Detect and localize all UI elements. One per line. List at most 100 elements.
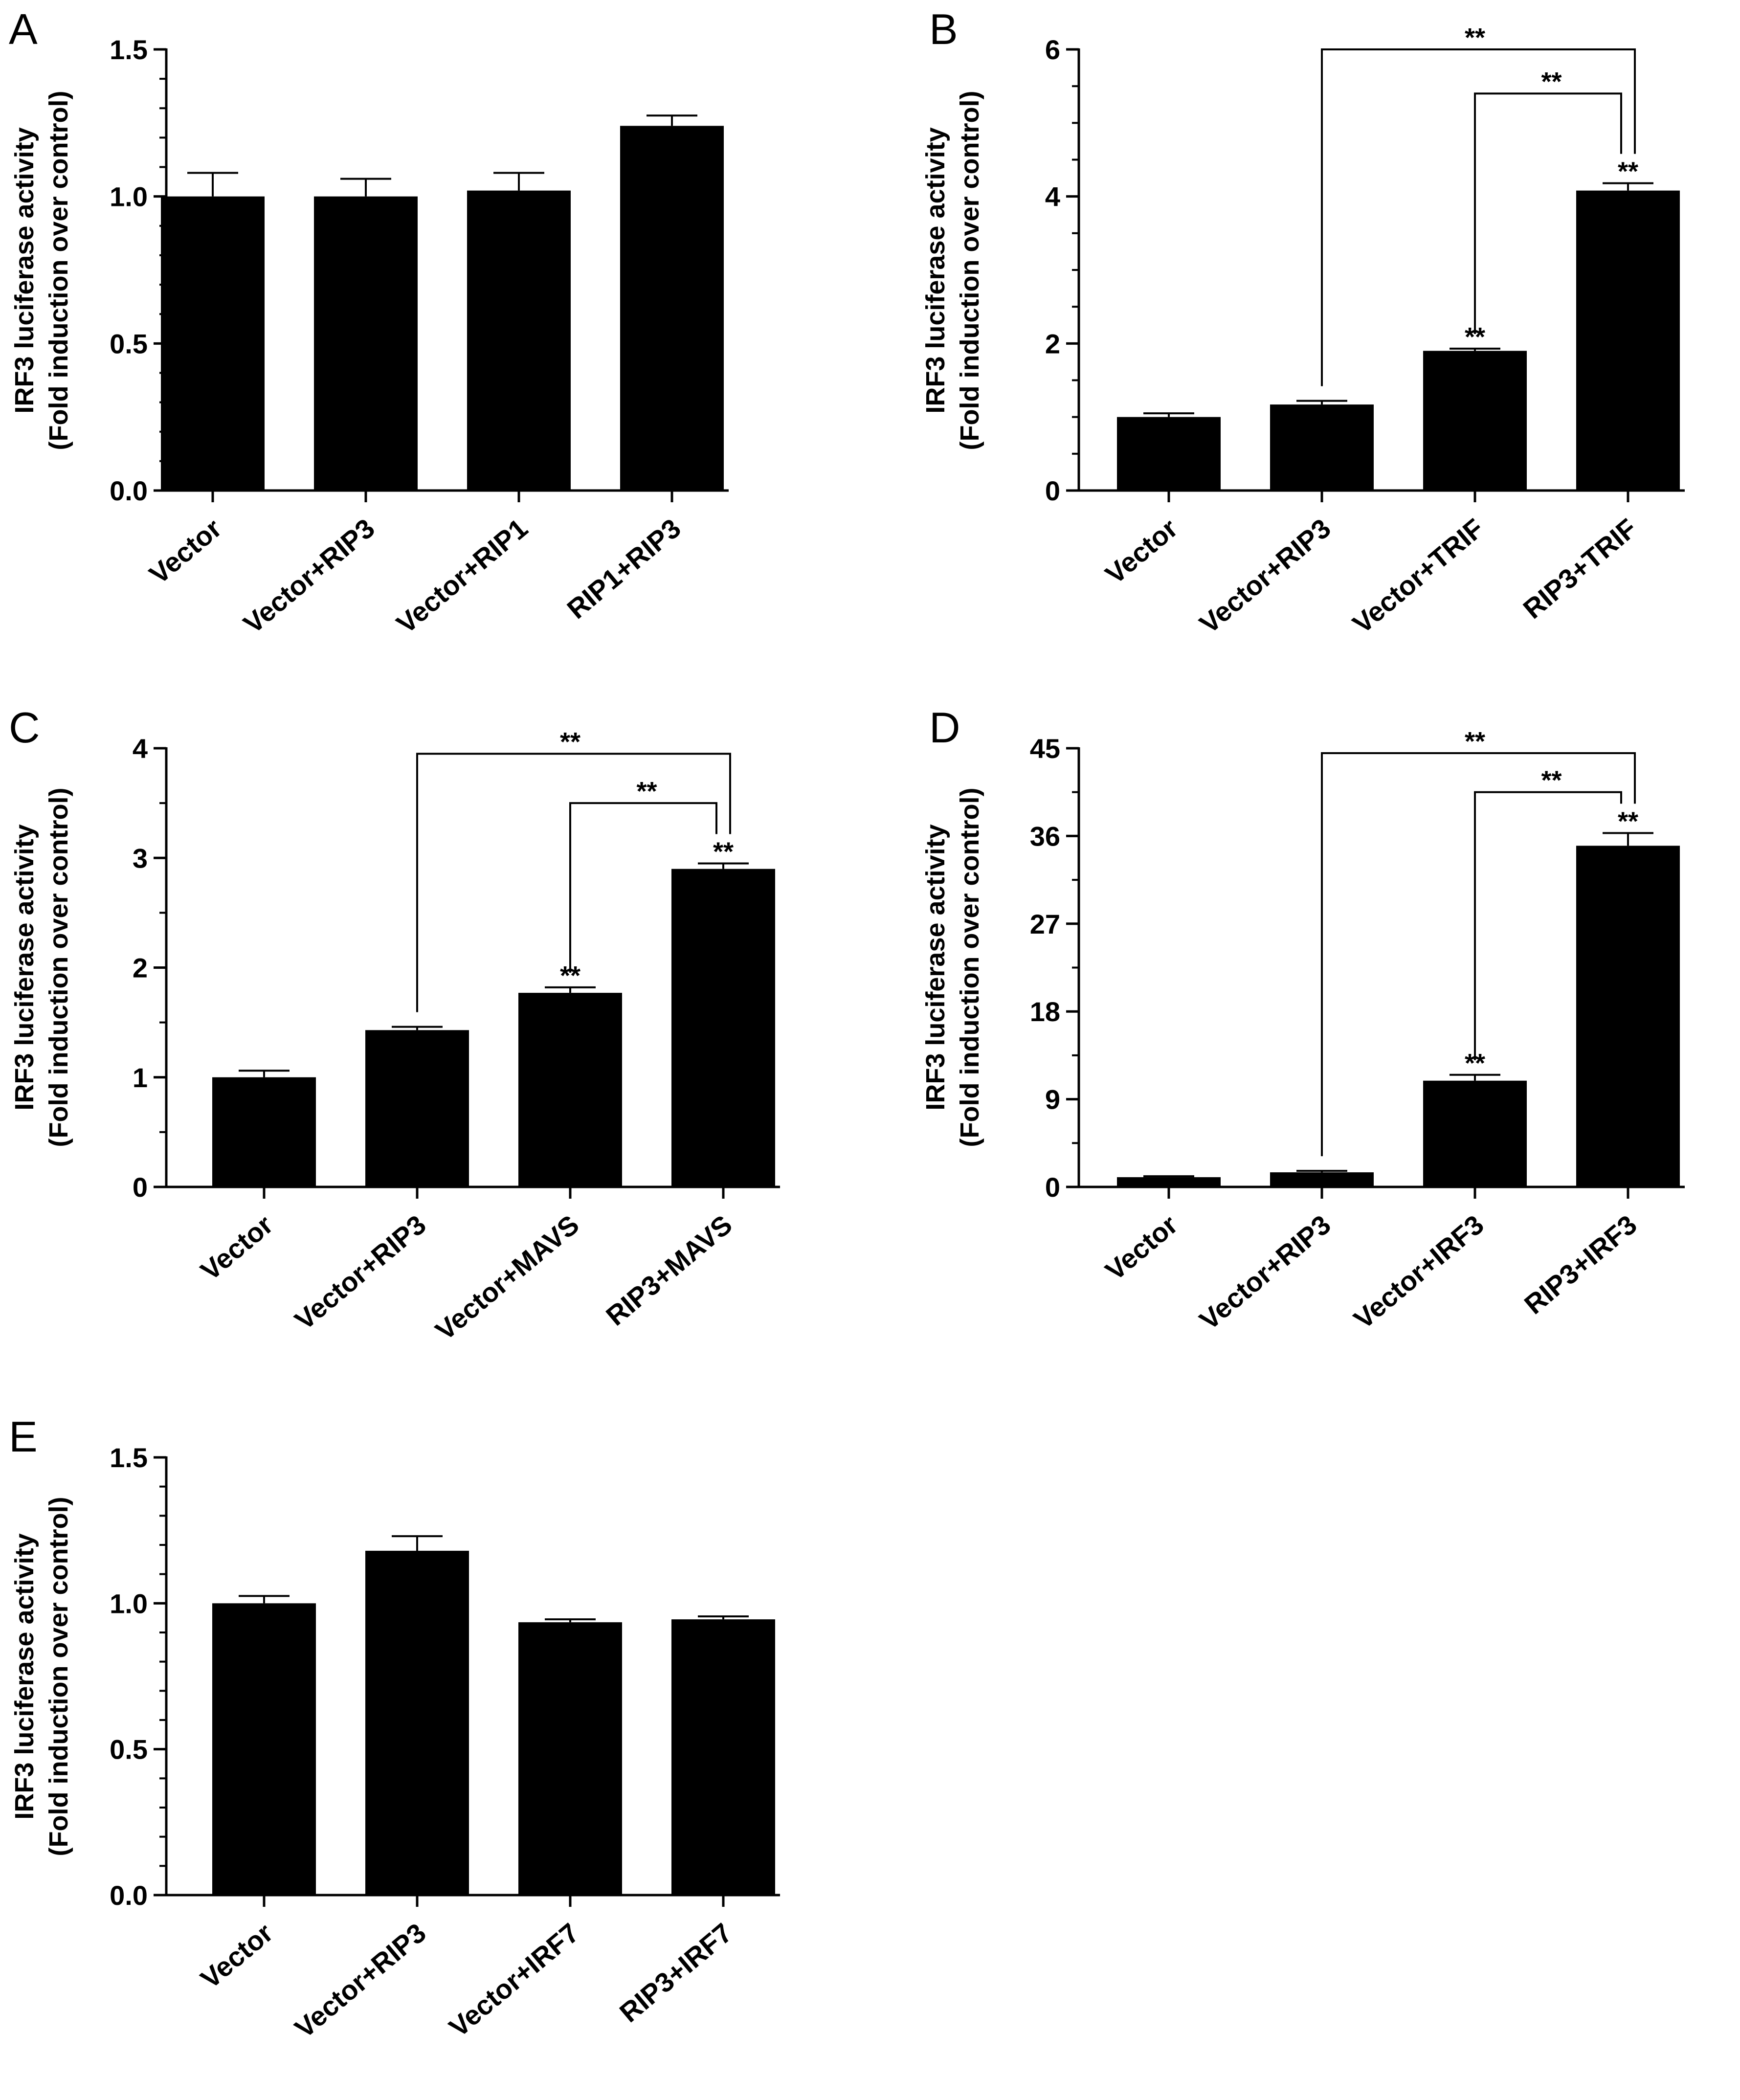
panel-letter: B (929, 5, 958, 53)
y-tick-label: 0 (133, 1172, 148, 1203)
y-tick-label: 0.0 (110, 475, 148, 506)
y-axis-label-line-1: IRF3 luciferase activity (10, 1533, 39, 1819)
bar (1117, 417, 1221, 491)
y-tick-label: 6 (1045, 34, 1060, 65)
y-tick-label: 1 (133, 1062, 148, 1093)
bar (1270, 1172, 1374, 1187)
y-tick-label: 2 (1045, 328, 1060, 359)
chart-panel-b: B IRF3 luciferase activity (Fold induction… (921, 5, 1685, 639)
y-tick-label: 3 (133, 843, 148, 873)
y-tick-label: 0.0 (110, 1880, 148, 1911)
x-tick-label: Vector+RIP3 (1194, 513, 1337, 639)
x-tick-label: Vector+RIP3 (238, 513, 380, 639)
significance-bracket (1321, 752, 1636, 1157)
chart-panel-a: A IRF3 luciferase activity (Fold induction… (9, 5, 729, 639)
x-tick-label: RIP3+IRF7 (614, 1917, 738, 2028)
y-tick-label: 45 (1030, 733, 1060, 764)
x-tick-label: RIP1+RIP3 (561, 513, 686, 625)
bar (212, 1077, 316, 1187)
x-tick-label: Vector (195, 1917, 279, 1994)
y-tick-label: 27 (1030, 909, 1060, 939)
x-tick-label: Vector+TRIF (1347, 513, 1490, 639)
panel-letter: C (9, 703, 40, 752)
bar (1117, 1177, 1221, 1187)
bracket-star: ** (1465, 23, 1485, 52)
y-tick-label: 1.5 (110, 34, 148, 65)
significance-bracket (416, 753, 731, 1012)
y-tick-label: 4 (1045, 181, 1060, 212)
panel-letter: D (929, 703, 960, 752)
y-tick-label: 18 (1030, 996, 1060, 1027)
y-axis-label: IRF3 luciferase activity (Fold induction … (10, 91, 73, 450)
bar (1576, 190, 1680, 491)
x-tick-label: RIP3+IRF3 (1518, 1209, 1643, 1320)
significance-bracket (1474, 791, 1622, 1060)
chart-panel-c: C IRF3 luciferase activity (Fold induction… (9, 703, 780, 1346)
chart-panel-e: E IRF3 luciferase activity (Fold induction… (9, 1412, 780, 2044)
y-axis-label-line-1: IRF3 luciferase activity (921, 127, 950, 413)
y-tick-label: 4 (133, 733, 148, 764)
x-tick-label: Vector+IRF3 (1348, 1209, 1490, 1335)
bar (212, 1603, 316, 1895)
bracket-star: ** (560, 727, 580, 757)
x-tick-label: Vector (1099, 1209, 1183, 1286)
y-axis-label-line-2: (Fold induction over control) (955, 788, 984, 1147)
panel-letter: E (9, 1412, 38, 1461)
bracket-star: ** (1541, 67, 1562, 96)
y-tick-label: 0 (1045, 1172, 1060, 1203)
y-tick-label: 1.5 (110, 1442, 148, 1473)
significance-star: ** (713, 837, 734, 866)
y-axis-label: IRF3 luciferase activity (Fold induction … (10, 788, 73, 1147)
x-tick-label: Vector+RIP3 (289, 1209, 432, 1336)
bracket-star: ** (1465, 727, 1485, 756)
y-axis-label-line-2: (Fold induction over control) (955, 91, 984, 450)
bar (518, 1622, 622, 1895)
y-tick-label: 0 (1045, 475, 1060, 506)
x-tick-label: RIP3+TRIF (1517, 513, 1642, 625)
bar (671, 1619, 775, 1895)
significance-star: ** (1618, 157, 1638, 186)
y-tick-label: 2 (133, 953, 148, 983)
y-tick-label: 9 (1045, 1084, 1060, 1115)
x-tick-label: Vector+MAVS (429, 1209, 584, 1346)
y-axis-label-line-2: (Fold induction over control) (44, 91, 73, 450)
panel-letter: A (9, 5, 38, 53)
x-tick-label: Vector+RIP3 (289, 1917, 432, 2044)
bar (1423, 351, 1527, 491)
x-tick-label: Vector+RIP1 (391, 513, 534, 639)
x-tick-label: Vector+RIP3 (1194, 1209, 1337, 1336)
bar (467, 190, 571, 491)
y-axis-label-line-1: IRF3 luciferase activity (10, 824, 39, 1110)
bracket-star: ** (1541, 766, 1562, 795)
significance-bracket (569, 802, 717, 973)
y-axis-label: IRF3 luciferase activity (Fold induction … (921, 91, 984, 450)
bar (365, 1550, 469, 1895)
significance-bracket (1321, 48, 1636, 386)
y-tick-label: 0.5 (110, 1734, 148, 1765)
y-tick-label: 36 (1030, 821, 1060, 851)
y-axis-label: IRF3 luciferase activity (Fold induction … (921, 788, 984, 1147)
significance-bracket (1474, 92, 1622, 334)
x-tick-label: Vector+IRF7 (443, 1917, 585, 2043)
significance-star: ** (1618, 806, 1638, 836)
y-axis-label-line-2: (Fold induction over control) (44, 788, 73, 1147)
bar (1423, 1080, 1527, 1187)
x-tick-label: Vector (1099, 513, 1183, 590)
y-tick-label: 1.0 (110, 1588, 148, 1619)
y-axis-label-line-1: IRF3 luciferase activity (921, 824, 950, 1110)
bar (1270, 404, 1374, 491)
bar (518, 993, 622, 1187)
y-axis-label-line-2: (Fold induction over control) (44, 1497, 73, 1856)
x-tick-label: Vector (195, 1209, 279, 1286)
x-tick-label: RIP3+MAVS (600, 1209, 738, 1332)
chart-panel-d: D IRF3 luciferase activity (Fold induction… (921, 703, 1685, 1336)
y-axis-label-line-1: IRF3 luciferase activity (10, 127, 39, 413)
bar (365, 1030, 469, 1187)
y-tick-label: 1.0 (110, 181, 148, 212)
bar (314, 196, 418, 491)
bracket-star: ** (636, 777, 657, 806)
bar (1576, 846, 1680, 1187)
y-axis-label: IRF3 luciferase activity (Fold induction … (10, 1497, 73, 1856)
y-tick-label: 0.5 (110, 328, 148, 359)
